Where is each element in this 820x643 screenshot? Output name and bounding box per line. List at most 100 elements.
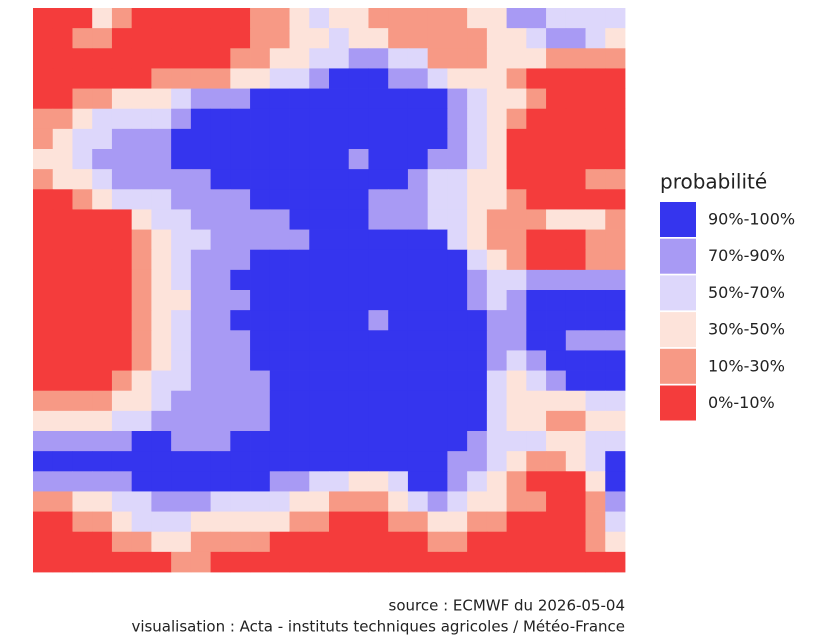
map-cell bbox=[250, 8, 271, 29]
map-cell bbox=[131, 189, 152, 210]
legend: probabilité 90%-100% 70%-90% 50%-70% 30%-50… bbox=[660, 170, 795, 421]
map-cell bbox=[289, 48, 310, 69]
map-cell bbox=[190, 68, 211, 89]
map-cell bbox=[427, 28, 448, 49]
map-cell bbox=[329, 451, 350, 472]
map-cell bbox=[33, 410, 54, 432]
map-cell bbox=[309, 108, 330, 130]
map-cell bbox=[585, 189, 606, 210]
map-cell bbox=[546, 350, 567, 371]
map-cell bbox=[269, 431, 290, 452]
map-cell bbox=[111, 68, 133, 89]
map-cell bbox=[52, 128, 73, 150]
map-cell bbox=[565, 209, 586, 230]
map-cell bbox=[92, 491, 113, 512]
map-cell bbox=[131, 28, 152, 49]
map-cell bbox=[289, 330, 310, 351]
map-cell bbox=[190, 28, 211, 49]
map-cell bbox=[348, 249, 369, 271]
map-cell bbox=[111, 189, 133, 210]
map-cell bbox=[467, 310, 488, 331]
map-cell bbox=[546, 551, 567, 573]
map-cell bbox=[250, 209, 271, 230]
map-cell bbox=[407, 28, 429, 49]
map-cell bbox=[605, 28, 626, 49]
map-cell bbox=[388, 209, 409, 230]
map-cell bbox=[250, 48, 271, 69]
map-cell bbox=[52, 28, 73, 49]
map-cell bbox=[230, 491, 251, 512]
map-cell bbox=[309, 551, 330, 573]
map-cell bbox=[111, 269, 133, 291]
map-cell bbox=[526, 269, 547, 291]
map-cell bbox=[111, 410, 133, 432]
map-cell bbox=[407, 249, 429, 271]
map-cell bbox=[171, 48, 192, 69]
map-cell bbox=[72, 290, 93, 311]
map-cell bbox=[526, 451, 547, 472]
map-cell bbox=[250, 249, 271, 271]
map-cell bbox=[250, 128, 271, 150]
map-cell bbox=[605, 68, 626, 89]
map-cell bbox=[52, 88, 73, 110]
map-cell bbox=[546, 471, 567, 492]
map-cell bbox=[269, 330, 290, 351]
legend-swatch bbox=[660, 238, 696, 274]
map-cell bbox=[447, 290, 468, 311]
map-cell bbox=[486, 290, 507, 311]
map-cell bbox=[427, 189, 448, 210]
map-cell bbox=[230, 68, 251, 89]
map-cell bbox=[250, 108, 271, 130]
map-cell bbox=[131, 8, 152, 29]
map-cell bbox=[467, 189, 488, 210]
map-cell bbox=[190, 169, 211, 190]
map-cell bbox=[368, 209, 389, 230]
map-cell bbox=[605, 471, 626, 492]
map-cell bbox=[151, 229, 172, 251]
map-cell bbox=[427, 128, 448, 150]
map-cell bbox=[348, 48, 369, 69]
map-cell bbox=[427, 68, 448, 89]
map-cell bbox=[111, 169, 133, 190]
map-cell bbox=[33, 149, 54, 170]
map-cell bbox=[269, 531, 290, 553]
map-cell bbox=[565, 8, 586, 29]
map-cell bbox=[151, 189, 172, 210]
map-cell bbox=[52, 68, 73, 89]
map-cell bbox=[447, 149, 468, 170]
map-cell bbox=[388, 431, 409, 452]
map-cell bbox=[269, 290, 290, 311]
map-cell bbox=[467, 390, 488, 412]
map-cell bbox=[111, 209, 133, 230]
map-cell bbox=[526, 410, 547, 432]
map-cell bbox=[368, 269, 389, 291]
map-cell bbox=[427, 551, 448, 573]
map-cell bbox=[250, 269, 271, 291]
map-cell bbox=[250, 189, 271, 210]
map-cell bbox=[111, 229, 133, 251]
map-cell bbox=[72, 330, 93, 351]
map-cell bbox=[171, 149, 192, 170]
map-cell bbox=[388, 370, 409, 392]
map-cell bbox=[368, 310, 389, 331]
map-cell bbox=[269, 189, 290, 210]
map-cell bbox=[92, 350, 113, 371]
map-cell bbox=[506, 28, 527, 49]
map-cell bbox=[151, 370, 172, 392]
map-cell bbox=[269, 108, 290, 130]
map-cell bbox=[92, 169, 113, 190]
map-cell bbox=[52, 451, 73, 472]
map-cell bbox=[151, 431, 172, 452]
map-cell bbox=[111, 48, 133, 69]
map-cell bbox=[526, 511, 547, 533]
map-cell bbox=[111, 310, 133, 331]
map-cell bbox=[388, 149, 409, 170]
map-cell bbox=[131, 370, 152, 392]
map-cell bbox=[92, 390, 113, 412]
map-cell bbox=[210, 149, 231, 170]
map-cell bbox=[230, 108, 251, 130]
map-cell bbox=[546, 531, 567, 553]
map-cell bbox=[427, 390, 448, 412]
map-cell bbox=[506, 88, 527, 110]
map-cell bbox=[467, 108, 488, 130]
